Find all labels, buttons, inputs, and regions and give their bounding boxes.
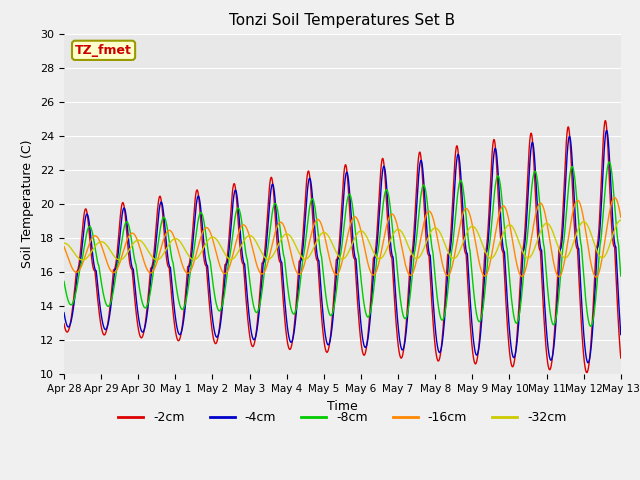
Text: TZ_fmet: TZ_fmet [75,44,132,57]
-32cm [216,241,223,247]
Line: -2cm: -2cm [64,120,621,372]
-16cm [611,195,618,201]
-2cm [179,315,187,321]
Line: -8cm: -8cm [64,162,621,326]
-4cm [60,310,68,315]
-4cm [564,142,572,148]
Title: Tonzi Soil Temperatures Set B: Tonzi Soil Temperatures Set B [229,13,456,28]
-2cm [583,370,591,375]
-16cm [564,238,572,244]
-2cm [617,355,625,361]
-4cm [397,343,404,348]
-8cm [60,278,68,284]
-4cm [584,360,592,366]
-8cm [397,299,404,304]
-4cm [179,320,187,325]
-32cm [79,257,86,263]
X-axis label: Time: Time [327,400,358,413]
Y-axis label: Soil Temperature (C): Soil Temperature (C) [22,140,35,268]
-16cm [406,273,414,278]
-4cm [216,327,223,333]
-8cm [587,324,595,329]
-32cm [617,217,625,223]
-8cm [179,306,187,312]
Line: -16cm: -16cm [64,198,621,277]
-8cm [605,159,613,165]
-32cm [397,228,404,234]
-2cm [617,353,625,359]
-32cm [180,244,188,250]
-32cm [617,217,625,223]
-16cm [592,274,600,280]
-16cm [617,214,625,219]
-2cm [60,321,68,327]
-8cm [216,308,223,314]
-8cm [617,271,625,277]
-4cm [617,330,625,336]
-16cm [216,262,223,267]
-2cm [216,324,223,330]
Line: -32cm: -32cm [64,220,621,260]
-4cm [603,128,611,133]
-8cm [617,273,625,279]
-8cm [564,191,572,197]
-16cm [179,264,187,270]
-4cm [617,332,625,337]
-32cm [60,240,68,246]
-2cm [406,254,414,260]
-16cm [397,239,404,244]
Line: -4cm: -4cm [64,131,621,363]
-16cm [60,244,68,250]
-4cm [406,274,414,280]
-32cm [564,253,572,259]
-32cm [406,249,414,254]
-2cm [602,118,609,123]
-2cm [564,124,572,130]
-16cm [617,215,625,220]
-8cm [406,290,414,296]
Legend: -2cm, -4cm, -8cm, -16cm, -32cm: -2cm, -4cm, -8cm, -16cm, -32cm [113,407,572,430]
-2cm [397,355,404,360]
